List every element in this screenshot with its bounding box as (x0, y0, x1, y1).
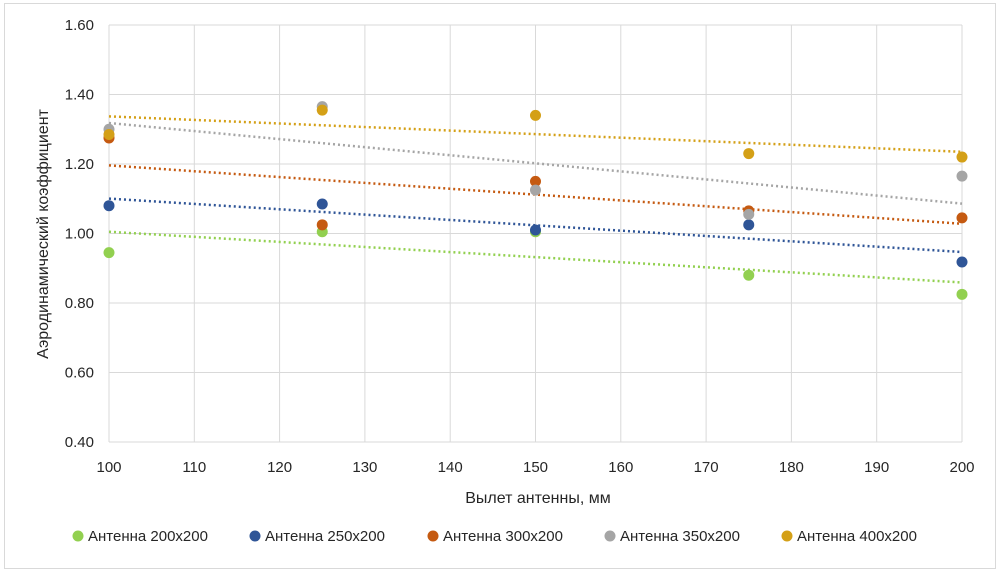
legend-marker (249, 530, 261, 542)
x-tick-label: 110 (182, 459, 206, 476)
legend-item: Антенна 400х200 (781, 528, 917, 545)
data-point (103, 128, 115, 140)
data-point (103, 247, 115, 259)
legend: Антенна 200х200 Антенна 250х200 Антенна 30… (72, 528, 917, 545)
x-axis-title: Вылет антенны, мм (465, 490, 611, 507)
legend-marker (427, 530, 439, 542)
grid-lines (108, 24, 963, 443)
y-tick-label: 1.60 (65, 17, 94, 34)
x-tick-label: 170 (694, 459, 719, 476)
data-point (530, 109, 541, 121)
legend-label: Антенна 300х200 (443, 528, 563, 545)
y-tick-label: 0.60 (65, 365, 94, 382)
legend-item: Антенна 300х200 (427, 528, 563, 545)
y-axis-title: Аэродинамический коэффициент (35, 108, 52, 358)
data-point (103, 200, 115, 212)
x-tick-label: 180 (779, 459, 804, 476)
y-tick-label: 0.40 (65, 434, 94, 451)
legend-marker (604, 530, 616, 542)
y-tick-label: 1.40 (65, 87, 94, 104)
data-point (956, 288, 968, 300)
data-point (956, 170, 968, 182)
x-tick-label: 120 (267, 459, 292, 476)
data-point (316, 104, 328, 116)
trendlines (108, 115, 963, 284)
y-tick-label: 1.00 (65, 226, 94, 243)
x-tick-label: 190 (864, 459, 889, 476)
x-tick-label: 160 (608, 459, 633, 476)
trendline (108, 115, 963, 154)
data-point (956, 256, 968, 268)
x-tick-label: 200 (949, 459, 974, 476)
x-tick-label: 150 (523, 459, 548, 476)
data-point (956, 212, 968, 224)
data-point (530, 175, 541, 187)
tick-labels: 100 110 120 130 140 150 160 170 180 190 200 0.40 0.6… (65, 17, 975, 476)
data-point (743, 208, 755, 220)
legend-label: Антенна 400х200 (797, 528, 917, 545)
data-point (530, 184, 541, 196)
x-tick-label: 130 (352, 459, 377, 476)
chart-frame (4, 3, 996, 569)
data-point (743, 148, 755, 160)
legend-item: Антенна 250х200 (249, 528, 385, 545)
data-point (316, 198, 328, 210)
legend-marker (72, 530, 84, 542)
x-tick-label: 100 (96, 459, 121, 476)
legend-item: Антенна 200х200 (72, 528, 208, 545)
legend-label: Антенна 250х200 (265, 528, 385, 545)
data-point (743, 219, 755, 231)
data-point (530, 224, 541, 236)
y-tick-label: 0.80 (65, 295, 94, 312)
data-points (103, 101, 968, 300)
legend-label: Антенна 350х200 (620, 528, 740, 545)
x-tick-label: 140 (438, 459, 463, 476)
data-point (316, 219, 328, 231)
y-tick-label: 1.20 (65, 156, 94, 173)
data-point (743, 269, 755, 281)
data-point (956, 151, 968, 163)
legend-item: Антенна 350х200 (604, 528, 740, 545)
legend-marker (781, 530, 793, 542)
legend-label: Антенна 200х200 (88, 528, 208, 545)
